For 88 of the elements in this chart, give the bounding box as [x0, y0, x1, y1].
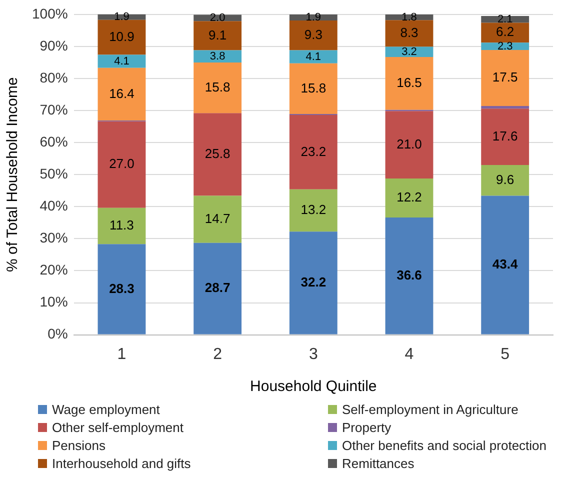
x-tick-label: 1 [117, 346, 126, 363]
data-label: 23.2 [300, 144, 326, 159]
data-label: 43.4 [492, 256, 518, 272]
x-tick-label: 3 [308, 346, 318, 363]
x-tick-label: 2 [213, 346, 222, 363]
data-label: 2.1 [497, 13, 513, 26]
bar [481, 164, 530, 196]
data-label: 27.0 [109, 156, 134, 172]
x-tick-label: 4 [404, 346, 414, 363]
data-label: 17.5 [492, 70, 518, 85]
legend-label: Other self-employment [52, 420, 184, 434]
bar [98, 244, 146, 334]
data-label: 12.2 [396, 190, 422, 205]
data-label: 14.7 [204, 210, 230, 226]
y-tick-label: 50% [40, 165, 68, 182]
data-label: 13.2 [300, 202, 326, 218]
bar [289, 20, 338, 50]
data-label: 8.3 [400, 25, 418, 40]
bar [98, 68, 146, 120]
bar [385, 178, 434, 218]
bar [385, 218, 434, 334]
data-label: 4.1 [114, 55, 130, 68]
data-label: 2.0 [210, 12, 226, 24]
legend-label: Interhousehold and gifts [52, 456, 191, 470]
bar [385, 57, 434, 110]
bar [98, 208, 146, 244]
y-axis-title: % of Total Household Income [4, 77, 22, 272]
y-tick-label: 100% [32, 5, 68, 22]
legend-label: Pensions [52, 438, 106, 452]
legend-label: Remittances [342, 456, 414, 470]
x-tick-label: 5 [500, 346, 510, 363]
data-label: 10.9 [109, 28, 134, 44]
bar [98, 121, 146, 208]
bar [194, 113, 242, 196]
data-label: 16.5 [396, 75, 422, 90]
bar [385, 111, 434, 178]
bar [481, 22, 530, 43]
data-label: 15.8 [300, 80, 326, 96]
data-label: 3.2 [402, 46, 417, 58]
y-tick-label: 30% [40, 230, 68, 246]
x-axis-title: Household Quintile [250, 378, 377, 396]
bar [289, 189, 338, 232]
bar [194, 196, 242, 243]
data-label: 15.8 [204, 79, 230, 94]
data-label: 28.3 [109, 280, 134, 296]
data-label: 3.8 [210, 50, 226, 62]
data-label: 1.9 [306, 11, 322, 24]
data-label: 9.6 [496, 172, 514, 187]
bar [481, 50, 530, 106]
bar [481, 106, 530, 109]
data-label: 36.6 [396, 267, 422, 282]
data-label: 28.7 [204, 280, 230, 296]
data-label: 9.1 [208, 27, 227, 42]
data-label: 32.2 [300, 274, 326, 290]
data-label: 9.3 [304, 26, 322, 42]
bar [194, 242, 242, 334]
y-tick-label: 40% [40, 198, 68, 214]
bar [98, 54, 146, 68]
data-label: 6.2 [496, 24, 514, 40]
bar [98, 20, 146, 55]
y-tick-label: 60% [40, 133, 68, 150]
bar [481, 196, 530, 334]
data-label: 1.9 [114, 10, 130, 23]
bar [289, 232, 338, 334]
y-tick-label: 20% [40, 262, 68, 278]
bar [289, 115, 338, 190]
bar [289, 63, 338, 114]
bar [194, 62, 242, 114]
data-label: 16.4 [109, 86, 134, 101]
y-tick-label: 10% [40, 294, 68, 310]
data-label: 4.1 [306, 50, 322, 63]
bar [481, 108, 530, 165]
data-label: 11.3 [110, 218, 134, 233]
y-tick-label: 0% [48, 326, 68, 342]
legend-label: Wage employment [52, 402, 160, 416]
bar [194, 21, 242, 50]
bar [385, 20, 434, 47]
y-tick-label: 90% [40, 37, 68, 54]
data-label: 25.8 [204, 146, 230, 161]
legend-label: Self-employment in Agriculture [342, 402, 518, 416]
legend-label: Property [342, 420, 392, 434]
data-label: 2.3 [497, 40, 513, 52]
data-label: 21.0 [396, 136, 422, 152]
data-label: 17.6 [492, 128, 518, 144]
legend-label: Other benefits and social protection [342, 438, 547, 452]
y-tick-label: 70% [40, 101, 68, 118]
y-tick-label: 80% [40, 69, 68, 86]
bar [289, 50, 338, 64]
